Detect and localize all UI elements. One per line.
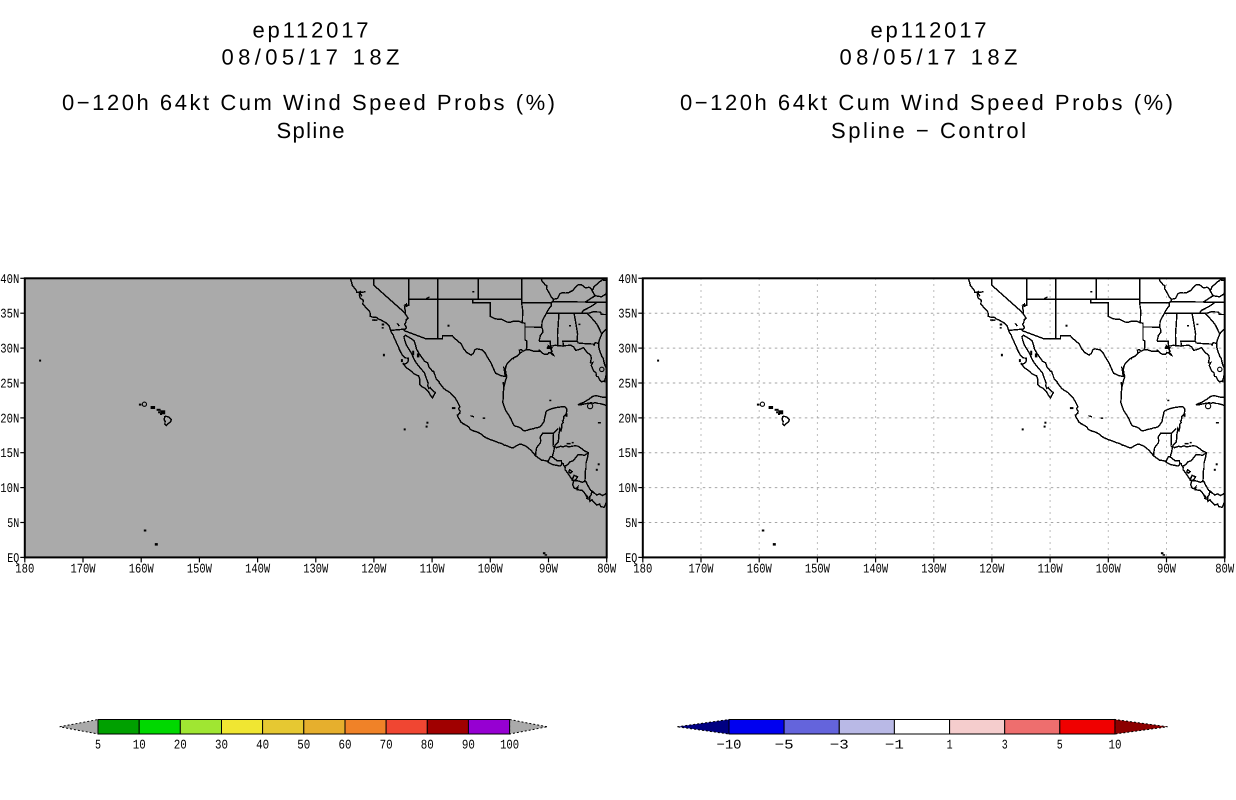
- svg-text:15N: 15N: [618, 446, 637, 461]
- svg-text:10: 10: [133, 738, 146, 753]
- svg-text:35N: 35N: [618, 307, 637, 322]
- svg-text:80W: 80W: [597, 562, 616, 577]
- svg-text:−10: −10: [717, 738, 742, 753]
- svg-text:50: 50: [297, 738, 310, 753]
- svg-text:110W: 110W: [420, 562, 445, 577]
- svg-text:0−120h 64kt Cum Wind Speed Pro: 0−120h 64kt Cum Wind Speed Probs (%): [680, 90, 1173, 115]
- svg-text:90W: 90W: [1157, 562, 1176, 577]
- svg-text:10N: 10N: [618, 481, 637, 496]
- svg-text:10N: 10N: [0, 481, 19, 496]
- svg-text:90W: 90W: [539, 562, 558, 577]
- svg-text:−3: −3: [830, 738, 849, 753]
- svg-text:ep112017: ep112017: [871, 18, 987, 43]
- svg-text:40: 40: [256, 738, 269, 753]
- svg-text:30N: 30N: [618, 342, 637, 357]
- svg-text:120W: 120W: [361, 562, 386, 577]
- svg-text:EQ: EQ: [7, 551, 19, 566]
- svg-text:60: 60: [339, 738, 352, 753]
- svg-text:40N: 40N: [0, 272, 19, 287]
- svg-text:3: 3: [1002, 738, 1008, 753]
- svg-text:150W: 150W: [805, 562, 830, 577]
- svg-text:180: 180: [633, 562, 652, 577]
- svg-text:160W: 160W: [129, 562, 154, 577]
- svg-text:130W: 130W: [303, 562, 328, 577]
- svg-text:80W: 80W: [1215, 562, 1234, 577]
- svg-text:20: 20: [174, 738, 187, 753]
- svg-text:150W: 150W: [187, 562, 212, 577]
- svg-text:08/05/17 18Z: 08/05/17 18Z: [840, 45, 1018, 70]
- svg-text:30: 30: [215, 738, 228, 753]
- svg-text:15N: 15N: [0, 446, 19, 461]
- svg-text:25N: 25N: [0, 377, 19, 392]
- svg-text:ep112017: ep112017: [253, 18, 369, 43]
- svg-text:130W: 130W: [921, 562, 946, 577]
- svg-text:170W: 170W: [689, 562, 714, 577]
- svg-text:5: 5: [95, 738, 101, 753]
- svg-text:120W: 120W: [979, 562, 1004, 577]
- svg-text:90: 90: [462, 738, 475, 753]
- svg-text:−1: −1: [885, 738, 904, 753]
- svg-text:170W: 170W: [71, 562, 96, 577]
- svg-text:5: 5: [1057, 738, 1063, 753]
- svg-text:110W: 110W: [1038, 562, 1063, 577]
- svg-text:5N: 5N: [625, 516, 637, 531]
- svg-text:40N: 40N: [618, 272, 637, 287]
- svg-text:5N: 5N: [7, 516, 19, 531]
- svg-text:35N: 35N: [0, 307, 19, 322]
- svg-text:100: 100: [500, 738, 519, 753]
- svg-text:0−120h 64kt Cum Wind Speed Pro: 0−120h 64kt Cum Wind Speed Probs (%): [62, 90, 555, 115]
- svg-text:−5: −5: [775, 738, 794, 753]
- svg-text:80: 80: [421, 738, 434, 753]
- svg-text:180: 180: [15, 562, 34, 577]
- svg-text:EQ: EQ: [625, 551, 637, 566]
- svg-text:140W: 140W: [245, 562, 270, 577]
- svg-text:Spline − Control: Spline − Control: [831, 118, 1026, 143]
- svg-text:70: 70: [380, 738, 393, 753]
- svg-text:100W: 100W: [1096, 562, 1121, 577]
- svg-text:140W: 140W: [863, 562, 888, 577]
- svg-text:30N: 30N: [0, 342, 19, 357]
- svg-text:1: 1: [947, 738, 953, 753]
- svg-text:08/05/17 18Z: 08/05/17 18Z: [222, 45, 400, 70]
- svg-text:20N: 20N: [0, 411, 19, 426]
- svg-text:10: 10: [1109, 738, 1122, 753]
- svg-text:25N: 25N: [618, 377, 637, 392]
- svg-text:160W: 160W: [747, 562, 772, 577]
- svg-text:100W: 100W: [478, 562, 503, 577]
- svg-text:Spline: Spline: [277, 118, 345, 143]
- svg-text:20N: 20N: [618, 411, 637, 426]
